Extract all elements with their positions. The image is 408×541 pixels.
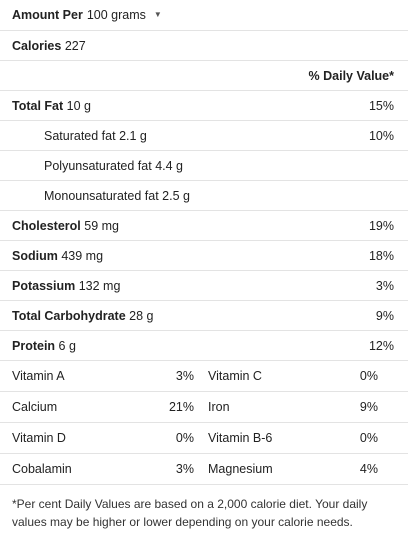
vitamin-name: Vitamin D: [12, 431, 66, 445]
nutrient-row: Cholesterol 59 mg 19%: [0, 211, 408, 241]
vitamin-row: Cobalamin 3% Magnesium 4%: [0, 454, 408, 485]
nutrient-row: Total Fat 10 g 15%: [0, 91, 408, 121]
serving-unit: 100 grams: [86, 8, 146, 22]
nutrient-subrow: Monounsaturated fat 2.5 g: [0, 181, 408, 211]
nutrient-label: Monounsaturated fat: [44, 188, 159, 203]
vitamin-percent: 21%: [168, 400, 194, 414]
nutrient-label: Polyunsaturated fat: [44, 158, 152, 173]
nutrient-label: Total Fat: [12, 98, 64, 113]
vitamin-name: Vitamin C: [208, 369, 262, 383]
nutrient-label: Saturated fat: [44, 128, 116, 143]
vitamin-name: Vitamin A: [12, 369, 65, 383]
vitamin-percent: 0%: [359, 431, 378, 445]
nutrient-value: 6 g: [58, 338, 76, 353]
vitamin-name: Calcium: [12, 400, 58, 414]
nutrient-percent: 10%: [368, 128, 394, 143]
nutrient-row: Total Carbohydrate 28 g 9%: [0, 301, 408, 331]
vitamin-name: Cobalamin: [12, 462, 72, 476]
nutrient-row: Protein 6 g 12%: [0, 331, 408, 361]
nutrient-value: 2.5 g: [162, 188, 190, 203]
nutrient-subrow: Saturated fat 2.1 g 10%: [0, 121, 408, 151]
vitamin-name: Iron: [208, 400, 230, 414]
nutrient-value: 132 mg: [78, 278, 121, 293]
nutrient-value: 28 g: [129, 308, 154, 323]
nutrient-percent: 19%: [368, 218, 394, 233]
nutrient-row: Sodium 439 mg 18%: [0, 241, 408, 271]
nutrient-percent: 9%: [375, 308, 394, 323]
calories-title: Calories: [12, 38, 62, 53]
vitamin-percent: 0%: [175, 431, 194, 445]
amount-per-label: Amount Per: [12, 8, 83, 22]
nutrient-percent: 12%: [368, 338, 394, 353]
nutrient-subrow: Polyunsaturated fat 4.4 g: [0, 151, 408, 181]
vitamin-row: Vitamin A 3% Vitamin C 0%: [0, 361, 408, 392]
vitamin-percent: 4%: [359, 462, 378, 476]
nutrient-percent: 15%: [368, 98, 394, 113]
nutrient-label: Potassium: [12, 278, 76, 293]
nutrient-label: Total Carbohydrate: [12, 308, 126, 323]
vitamin-percent: 0%: [359, 369, 378, 383]
vitamin-percent: 3%: [175, 369, 194, 383]
vitamin-percent: 9%: [359, 400, 378, 414]
nutrient-value: 59 mg: [84, 218, 119, 233]
calories-label: Calories 227: [12, 39, 394, 53]
vitamin-name: Vitamin B-6: [208, 431, 273, 445]
nutrient-value: 10 g: [66, 98, 91, 113]
nutrient-value: 439 mg: [61, 248, 104, 263]
nutrient-percent: 3%: [375, 278, 394, 293]
dropdown-caret-icon[interactable]: ▼: [153, 9, 162, 19]
nutrient-label: Cholesterol: [12, 218, 81, 233]
nutrient-label: Protein: [12, 338, 56, 353]
nutrient-label: Sodium: [12, 248, 58, 263]
nutrient-value: 4.4 g: [155, 158, 184, 173]
daily-value-heading: % Daily Value*: [308, 68, 394, 83]
vitamin-name: Magnesium: [208, 462, 273, 476]
serving-size-selector[interactable]: Amount Per 100 grams ▼: [0, 0, 408, 31]
vitamin-percent: 3%: [175, 462, 194, 476]
calories-row: Calories 227: [0, 31, 408, 61]
nutrient-row: Potassium 132 mg 3%: [0, 271, 408, 301]
calories-value: 227: [64, 38, 86, 53]
nutrient-value: 2.1 g: [119, 128, 147, 143]
vitamin-row: Calcium 21% Iron 9%: [0, 392, 408, 423]
daily-value-heading-row: % Daily Value*: [0, 61, 408, 91]
daily-value-footnote: *Per cent Daily Values are based on a 2,…: [12, 497, 368, 529]
vitamin-row: Vitamin D 0% Vitamin B-6 0%: [0, 423, 408, 454]
nutrient-percent: 18%: [368, 248, 394, 263]
